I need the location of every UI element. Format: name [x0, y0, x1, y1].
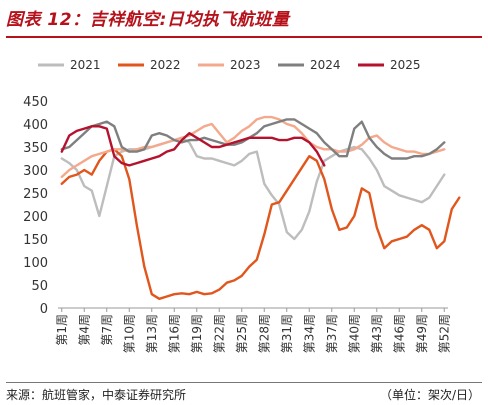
series-line-2024: [60, 118, 446, 160]
y-tick-label: 450: [23, 95, 48, 110]
x-tick-label: 第34周: [302, 314, 316, 353]
legend-label-2021: 2021: [70, 58, 101, 72]
series-line-2025: [60, 125, 326, 167]
footer-divider: [6, 382, 482, 383]
x-tick-label: 第43周: [370, 314, 384, 353]
x-tick-label: 第10周: [122, 314, 136, 353]
x-tick-label: 第40周: [347, 314, 361, 353]
y-tick-label: 350: [23, 141, 48, 156]
x-tick-label: 第31周: [280, 314, 294, 353]
y-tick-label: 300: [23, 164, 48, 179]
x-tick-label: 第46周: [392, 314, 406, 353]
x-tick-label: 第16周: [167, 314, 181, 353]
y-tick-label: 100: [23, 256, 48, 271]
series-line-2023: [60, 115, 446, 179]
x-tick-label: 第22周: [212, 314, 226, 353]
x-tick-label: 第28周: [257, 314, 271, 353]
y-tick-label: 50: [31, 279, 48, 294]
unit-note: （单位：架次/日）: [379, 388, 480, 402]
x-tick-label: 第49周: [415, 314, 429, 353]
x-tick-label: 第13周: [145, 314, 159, 353]
legend-label-2024: 2024: [310, 58, 341, 72]
y-tick-label: 250: [23, 187, 48, 202]
x-tick-label: 第25周: [235, 314, 249, 353]
y-tick-label: 0: [40, 302, 48, 317]
x-tick-label: 第37周: [325, 314, 339, 353]
y-tick-label: 400: [23, 118, 48, 133]
legend-label-2025: 2025: [390, 58, 421, 72]
legend-label-2023: 2023: [230, 58, 261, 72]
figure-title: 图表 12：吉祥航空:日均执飞航班量: [6, 10, 290, 30]
source-note: 来源：航班管家，中泰证券研究所: [6, 388, 187, 402]
line-chart: 2021 2022 2023 2024 2025 0 50 100 150 200 250 300 35…: [23, 58, 461, 353]
legend-label-2022: 2022: [150, 58, 181, 72]
series-line-2022: [60, 148, 461, 300]
x-tick-label: 第52周: [437, 314, 451, 353]
y-tick-label: 200: [23, 210, 48, 225]
x-tick-label: 第1周: [55, 314, 69, 346]
title-divider: [6, 36, 482, 38]
x-tick-label: 第7周: [100, 314, 114, 346]
x-tick-label: 第19周: [190, 314, 204, 353]
x-tick-label: 第4周: [77, 314, 91, 346]
y-tick-label: 150: [23, 233, 48, 248]
